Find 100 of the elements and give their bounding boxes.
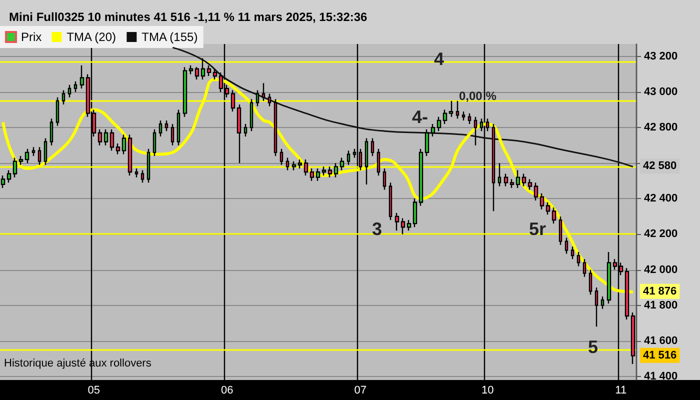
y-tick-label: 41 800 <box>644 299 678 312</box>
data-label: 41 876 <box>643 285 677 298</box>
candlestick <box>6 170 12 184</box>
candlestick <box>274 98 278 157</box>
candlestick <box>170 123 174 146</box>
candlestick <box>534 182 538 202</box>
candlestick <box>424 128 430 157</box>
candlestick <box>304 158 308 176</box>
candlestick <box>388 182 392 221</box>
candlestick <box>376 148 380 176</box>
candlestick <box>24 148 30 164</box>
candlestick <box>418 148 424 206</box>
candlestick <box>400 218 406 235</box>
x-tick-label: 06 <box>221 384 234 396</box>
candlestick <box>236 104 242 164</box>
y-tick-label: 41 600 <box>644 334 678 347</box>
candlestick <box>68 84 72 98</box>
candlestick <box>152 128 156 157</box>
candlestick <box>570 246 574 260</box>
candlestick <box>110 128 114 152</box>
candlestick <box>370 138 374 157</box>
candlestick <box>316 168 320 182</box>
candlestick <box>256 90 260 107</box>
y-tick-label: 42 800 <box>644 122 678 134</box>
candlestick <box>546 202 550 216</box>
candlestick <box>244 123 248 138</box>
y-tick-label: 42 200 <box>644 228 678 240</box>
candlestick <box>128 134 132 176</box>
candlestick <box>468 112 472 125</box>
candlestick <box>250 98 254 132</box>
y-tick-label: 43 000 <box>644 86 678 98</box>
candlestick <box>322 166 326 176</box>
candlestick <box>412 198 418 228</box>
candlestick <box>116 142 120 155</box>
candlestick <box>298 158 302 170</box>
candlestick <box>516 170 520 189</box>
candlestick <box>528 178 532 190</box>
candlestick <box>12 157 18 178</box>
candlestick <box>268 93 272 107</box>
y-tick-label: 41 400 <box>644 370 678 382</box>
text: 41 516 <box>643 349 677 362</box>
candlestick <box>448 100 454 118</box>
candlestick <box>540 192 544 210</box>
candlestick <box>104 128 108 146</box>
candlestick <box>624 267 630 320</box>
candlestick <box>206 64 212 77</box>
candlestick <box>158 120 162 138</box>
candlestick <box>182 66 188 118</box>
candlestick <box>492 123 496 212</box>
x-tick-label: 05 <box>88 384 100 396</box>
annotation: 0,00 % <box>459 89 497 103</box>
candlestick <box>442 109 448 125</box>
x-tick-label: 11 <box>615 384 627 396</box>
candlestick <box>630 312 636 365</box>
candlestick <box>292 160 296 171</box>
chart-title: Mini Full0325 10 minutes 41 516 -1,11 % 11 mars 2025, 15:32:36 <box>9 10 368 24</box>
legend-label: Prix <box>21 30 42 44</box>
candlestick <box>594 286 598 328</box>
candlestick <box>498 162 502 187</box>
candlestick <box>510 178 514 189</box>
legend-label: TMA (155) <box>142 30 198 44</box>
candlestick <box>522 173 526 187</box>
candlestick <box>552 206 556 224</box>
data-label: 42 580 <box>643 160 677 172</box>
y-tick-label: 43 200 <box>644 50 678 62</box>
y-tick-label: 42 000 <box>644 264 678 276</box>
line-series <box>2 78 634 294</box>
candlestick <box>18 155 24 166</box>
candlestick <box>262 82 266 102</box>
candlestick <box>474 116 478 146</box>
candlestick <box>164 120 168 132</box>
candlestick <box>74 80 78 93</box>
candlestick <box>588 269 592 296</box>
y-tick-label: 42 400 <box>644 192 678 205</box>
candlestick <box>188 64 194 75</box>
candlestick <box>176 109 180 146</box>
candlestick <box>582 258 586 278</box>
candlestick <box>56 96 60 126</box>
candlestick <box>134 168 138 178</box>
candlestick <box>200 58 206 80</box>
candlestick <box>364 138 368 186</box>
candlestick <box>50 118 54 146</box>
legend-label: TMA (20) <box>66 30 116 44</box>
candlestick <box>32 146 36 157</box>
candlestick <box>394 212 400 232</box>
candlestick <box>576 251 580 267</box>
candlestick <box>406 219 412 232</box>
candlestick <box>382 168 386 190</box>
candlestick <box>194 66 200 80</box>
candlestick <box>430 123 436 138</box>
candlestick <box>286 157 290 171</box>
candlestick <box>146 148 150 184</box>
candlestick <box>44 138 48 166</box>
candlestick <box>0 174 6 189</box>
x-tick-label: 07 <box>354 384 367 396</box>
candlestick <box>122 134 126 155</box>
candlestick <box>80 64 84 90</box>
candlestick <box>310 168 314 182</box>
candlestick <box>62 90 66 106</box>
candlestick <box>606 251 612 304</box>
